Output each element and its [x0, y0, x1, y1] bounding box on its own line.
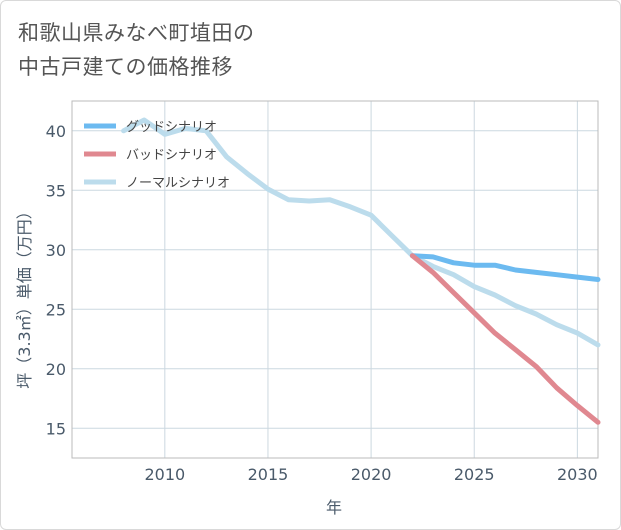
title-line-1: 和歌山県みなべ町埴田の — [18, 21, 255, 45]
legend-label: ノーマルシナリオ — [126, 176, 230, 191]
y-tick-label: 25 — [46, 300, 66, 319]
y-tick-label: 15 — [46, 419, 66, 438]
legend-label: グッドシナリオ — [126, 120, 217, 135]
y-tick-label: 35 — [46, 181, 66, 200]
series-line-0 — [409, 253, 601, 282]
x-tick-label: 2030 — [557, 465, 598, 484]
y-tick-labels: 15 20 25 30 35 40 — [46, 122, 66, 439]
y-tick-label: 40 — [46, 122, 66, 141]
legend-label: バッドシナリオ — [126, 148, 217, 163]
grid-lines — [72, 101, 598, 458]
x-tick-label: 2015 — [248, 465, 289, 484]
chart-title: 和歌山県みなべ町埴田の 中古戸建ての価格推移 — [18, 16, 255, 84]
y-tick-label: 20 — [46, 360, 66, 379]
y-tick-label: 30 — [46, 241, 66, 260]
x-axis-title: 年 — [326, 498, 342, 517]
series-line-2 — [121, 117, 601, 348]
title-line-2: 中古戸建ての価格推移 — [18, 55, 233, 79]
y-axis-title: 坪（3.3㎡）単価（万円） — [15, 203, 34, 388]
x-tick-label: 2010 — [144, 465, 185, 484]
x-tick-label: 2020 — [351, 465, 392, 484]
x-tick-label: 2025 — [454, 465, 495, 484]
series-lines — [121, 117, 601, 425]
x-tick-labels: 2010 2015 2020 2025 2030 — [144, 465, 597, 484]
series-line-1 — [409, 253, 601, 425]
